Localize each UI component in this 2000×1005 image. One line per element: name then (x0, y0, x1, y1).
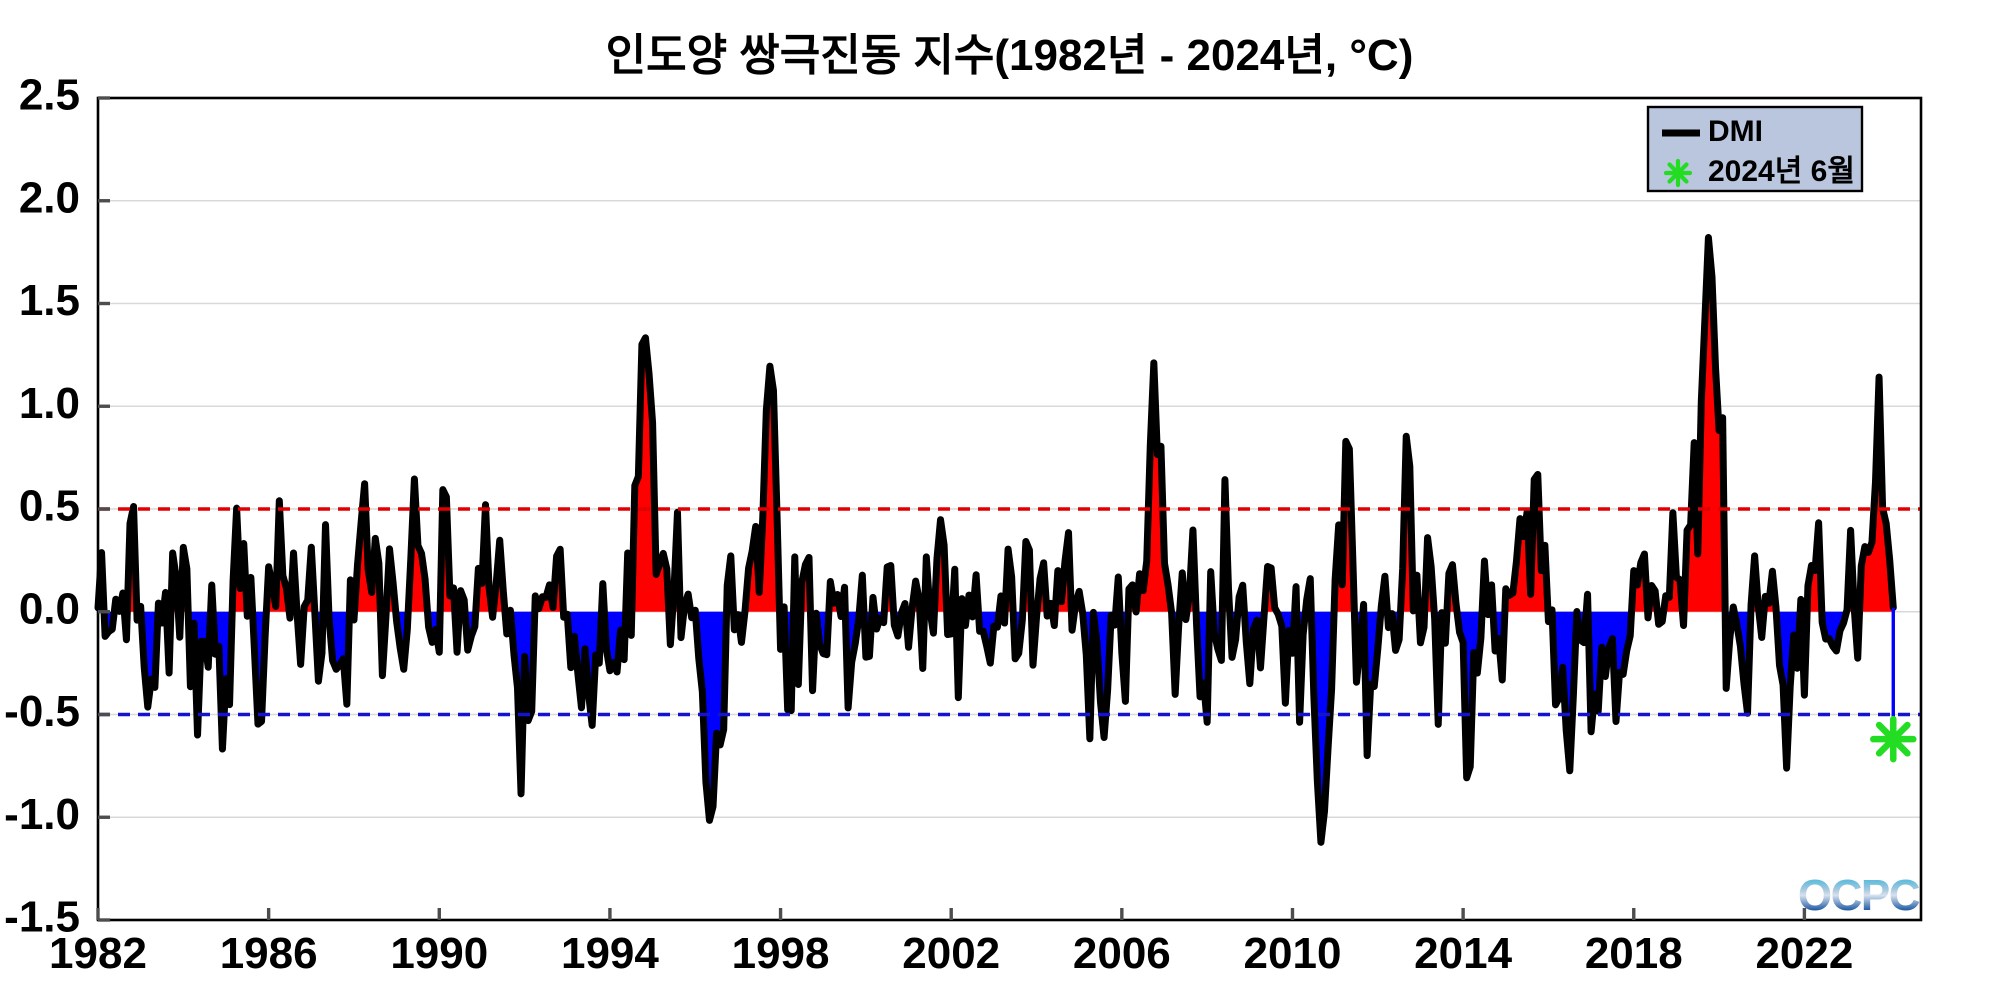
svg-text:OCPC: OCPC (1798, 871, 1920, 920)
svg-text:2010: 2010 (1244, 929, 1342, 978)
svg-text:1.0: 1.0 (19, 379, 80, 428)
svg-text:1.5: 1.5 (19, 276, 80, 325)
svg-text:1982: 1982 (49, 929, 147, 978)
svg-text:2.5: 2.5 (19, 71, 80, 120)
svg-text:2018: 2018 (1585, 929, 1683, 978)
svg-text:2006: 2006 (1073, 929, 1171, 978)
svg-text:0.5: 0.5 (19, 482, 80, 531)
svg-text:1994: 1994 (561, 929, 659, 978)
svg-text:인도양 쌍극진동 지수(1982년 - 2024년, °C): 인도양 쌍극진동 지수(1982년 - 2024년, °C) (606, 31, 1414, 80)
svg-text:0.0: 0.0 (19, 584, 80, 633)
svg-text:1990: 1990 (390, 929, 488, 978)
svg-text:-1.0: -1.0 (4, 790, 80, 839)
svg-text:2002: 2002 (902, 929, 1000, 978)
svg-text:1998: 1998 (732, 929, 830, 978)
svg-text:2014: 2014 (1414, 929, 1512, 978)
svg-text:1986: 1986 (220, 929, 318, 978)
svg-text:2024년 6월: 2024년 6월 (1708, 155, 1855, 188)
svg-text:DMI: DMI (1708, 115, 1763, 148)
svg-text:2.0: 2.0 (19, 173, 80, 222)
svg-text:-0.5: -0.5 (4, 687, 80, 736)
svg-text:2022: 2022 (1755, 929, 1853, 978)
